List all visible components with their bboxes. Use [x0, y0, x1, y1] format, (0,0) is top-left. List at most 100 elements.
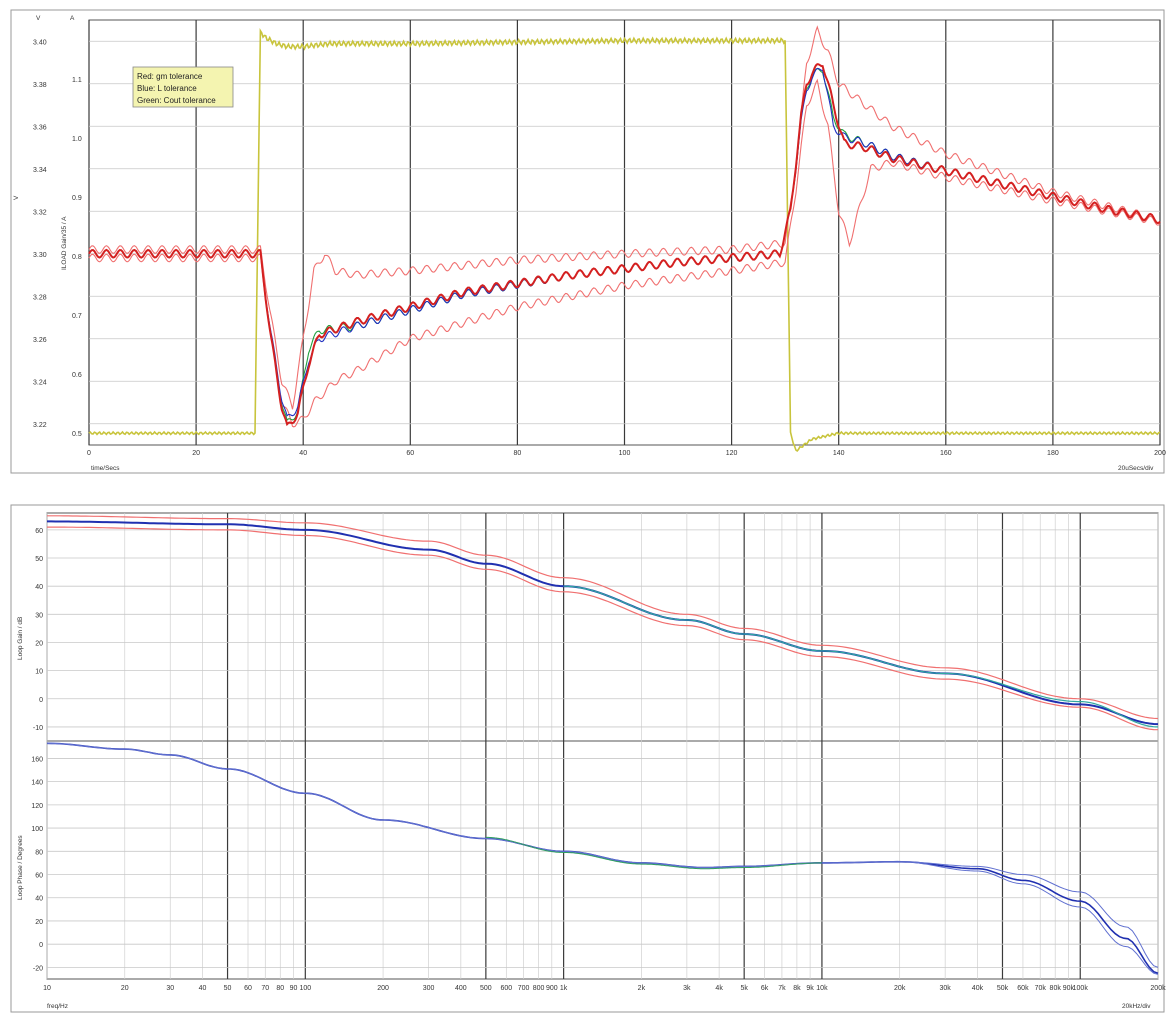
phase-x-tick: 80k [1050, 985, 1062, 992]
phase-x-tick: 200 [377, 985, 389, 992]
transient-y-tick: 3.26 [33, 337, 47, 344]
phase-x-tick: 6k [761, 985, 769, 992]
transient-y-tick: 3.38 [33, 82, 47, 89]
phase-y-tick: 80 [35, 849, 43, 856]
phase-x-tick: 300 [423, 985, 435, 992]
transient-unit-left: V [36, 15, 41, 22]
phase-x-tick: 7k [778, 985, 786, 992]
transient-x-tick: 180 [1047, 450, 1059, 457]
transient-y2-tick: 1.1 [72, 77, 82, 84]
transient-x-tick: 0 [87, 450, 91, 457]
phase-x-tick: 100 [299, 985, 311, 992]
gain-y-axis-title: Loop Gain / dB [17, 617, 24, 660]
phase-x-label-left: freq/Hz [47, 1003, 68, 1010]
transient-y2-axis-title: ILOAD Gain/35 / A [61, 216, 68, 270]
legend: Red: gm tolerance Blue: L tolerance Gree… [132, 66, 234, 108]
phase-y-tick: 60 [35, 873, 43, 880]
phase-x-tick: 10 [43, 985, 51, 992]
phase-x-tick: 900 [546, 985, 558, 992]
gain-y-tick: 20 [35, 640, 43, 647]
transient-x-tick: 160 [940, 450, 952, 457]
transient-y-tick: 3.28 [33, 294, 47, 301]
transient-x-tick: 20 [192, 450, 200, 457]
gain-y-tick: 50 [35, 556, 43, 563]
transient-y-axis-title: V [13, 195, 20, 200]
phase-x-tick: 100k [1073, 985, 1089, 992]
transient-y2-tick: 0.5 [72, 431, 82, 438]
transient-x-tick: 60 [406, 450, 414, 457]
transient-series-line [88, 25, 1161, 410]
phase-y-tick: -20 [33, 965, 43, 972]
legend-entry-red: Red: gm tolerance [137, 72, 203, 81]
transient-y2-tick: 0.9 [72, 195, 82, 202]
transient-y2-tick: 0.6 [72, 372, 82, 379]
transient-x-tick: 40 [299, 450, 307, 457]
transient-x-tick: 100 [619, 450, 631, 457]
transient-x-label-left: time/Secs [91, 465, 120, 472]
phase-x-tick: 2k [638, 985, 646, 992]
gain-series-line [47, 515, 1159, 720]
transient-series-line [88, 63, 1161, 427]
gain-plot-area [46, 512, 1159, 742]
phase-x-tick: 60k [1017, 985, 1029, 992]
gain-y-tick: 0 [39, 697, 43, 704]
transient-y-tick: 3.30 [33, 252, 47, 259]
phase-x-label-right: 20kHz/div [1122, 1003, 1151, 1010]
phase-x-tick: 1k [560, 985, 568, 992]
transient-y-tick: 3.34 [33, 167, 47, 174]
transient-x-tick: 140 [833, 450, 845, 457]
phase-x-tick: 4k [715, 985, 723, 992]
phase-x-tick: 60 [244, 985, 252, 992]
phase-plot-area [46, 740, 1159, 980]
phase-x-tick: 50k [997, 985, 1009, 992]
transient-series-line [88, 27, 1161, 452]
phase-y-tick: 0 [39, 942, 43, 949]
phase-x-tick: 90k [1063, 985, 1075, 992]
phase-series-line [485, 836, 822, 870]
legend-box [132, 66, 234, 108]
phase-x-tick: 500 [480, 985, 492, 992]
transient-y-tick: 3.22 [33, 422, 47, 429]
phase-x-tick: 700 [518, 985, 530, 992]
gain-y-tick: 30 [35, 612, 43, 619]
phase-x-tick: 600 [500, 985, 512, 992]
phase-y-tick: 160 [31, 756, 43, 763]
gain-series-line [47, 526, 1159, 731]
transient-unit-right: A [70, 15, 75, 22]
phase-x-tick: 40 [199, 985, 207, 992]
phase-x-tick: 9k [806, 985, 814, 992]
transient-x-tick: 80 [514, 450, 522, 457]
transient-x-tick: 200 [1154, 450, 1166, 457]
phase-x-tick: 8k [793, 985, 801, 992]
legend-entry-green: Green: Cout tolerance [137, 96, 216, 105]
transient-y2-tick: 1.0 [72, 136, 82, 143]
gain-series-line [563, 585, 1158, 728]
transient-x-tick: 120 [726, 450, 738, 457]
phase-x-tick: 90 [290, 985, 298, 992]
transient-y-tick: 3.24 [33, 379, 47, 386]
transient-y2-tick: 0.7 [72, 313, 82, 320]
phase-x-tick: 5k [740, 985, 748, 992]
phase-x-tick: 80 [276, 985, 284, 992]
gain-y-tick: 10 [35, 669, 43, 676]
gain-y-tick: 40 [35, 584, 43, 591]
phase-x-tick: 70 [261, 985, 269, 992]
phase-x-tick: 40k [972, 985, 984, 992]
phase-x-tick: 30 [166, 985, 174, 992]
phase-x-tick: 3k [683, 985, 691, 992]
transient-x-label-right: 20uSecs/div [1118, 465, 1154, 472]
phase-y-tick: 140 [31, 780, 43, 787]
legend-entry-blue: Blue: L tolerance [137, 84, 197, 93]
phase-x-tick: 30k [940, 985, 952, 992]
transient-y-tick: 3.36 [33, 124, 47, 131]
phase-y-tick: 20 [35, 919, 43, 926]
phase-x-tick: 20 [121, 985, 129, 992]
transient-y2-tick: 0.8 [72, 254, 82, 261]
gain-y-tick: 60 [35, 528, 43, 535]
phase-x-tick: 70k [1035, 985, 1047, 992]
phase-x-tick: 400 [455, 985, 467, 992]
phase-series-line [46, 742, 1159, 968]
transient-y-tick: 3.32 [33, 209, 47, 216]
phase-y-tick: 100 [31, 826, 43, 833]
